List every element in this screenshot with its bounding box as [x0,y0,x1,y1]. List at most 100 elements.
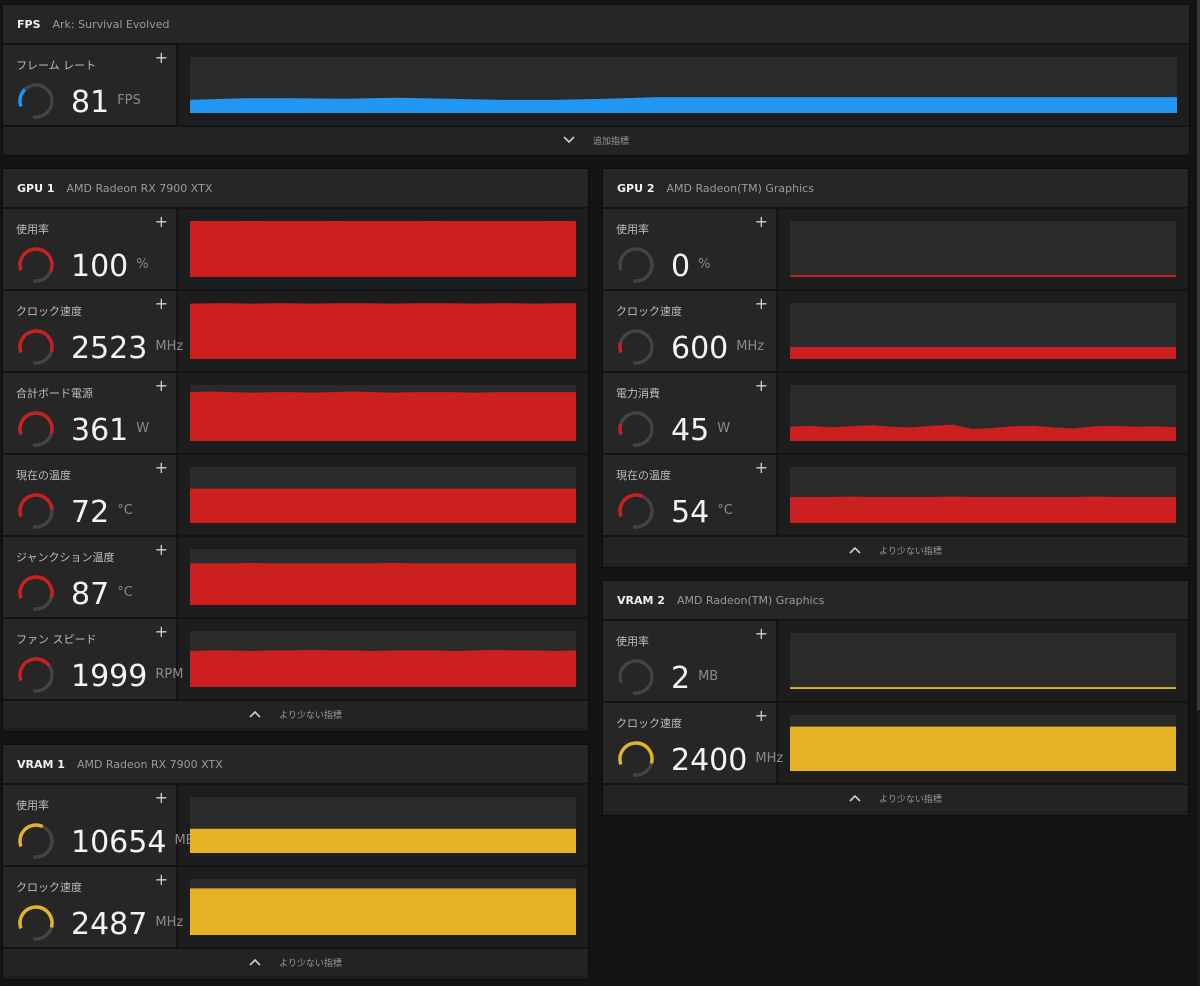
gauge-fill [18,329,54,354]
gauge-icon [618,247,654,283]
gauge-fill [618,424,623,436]
gauge-icon [618,411,654,447]
metric-value-wrap: 72 °C [71,491,133,533]
metric-value: 0 [671,249,691,284]
metric-value-wrap: 87 °C [71,573,133,615]
metric-label: 合計ボード電源 [16,387,93,400]
history-graph [190,385,576,441]
graph-area-series [190,651,576,687]
metric-value: 2 [671,661,691,696]
add-metric-icon[interactable]: + [154,788,168,807]
add-metric-icon[interactable]: + [154,870,168,889]
graph-svg [790,303,1176,359]
metric-unit: MHz [155,915,184,930]
add-metric-icon[interactable]: + [154,294,168,313]
metric-value: 54 [671,495,710,530]
metric-unit: MHz [155,339,184,354]
gauge-fill [18,657,51,682]
metric-tile: 合計ボード電源 +361 W [3,373,178,453]
metric-row: 使用率 +100% [3,209,588,291]
graph-area-series [790,425,1176,441]
graph-svg [190,221,576,277]
metric-label: ジャンクション温度 [16,551,115,564]
fewer-metrics-toggle[interactable]: より少ない指標 [3,949,588,975]
gauge-track [618,329,654,365]
metric-label: 現在の温度 [16,469,71,482]
gauge-icon [18,657,54,693]
metric-value-wrap: 2487 MHz [71,903,183,945]
add-metric-icon[interactable]: + [154,376,168,395]
metric-row: クロック速度 +2400 MHz [603,703,1188,785]
graph-area [778,621,1188,701]
gauge-fill [18,575,54,600]
scrollbar-thumb[interactable] [1197,0,1200,710]
graph-svg [190,303,576,359]
metric-unit: % [698,257,711,272]
graph-svg [790,715,1176,771]
metric-list: 使用率 +100% クロック速度 +2523 MHz 合計ボード電源 +361 W 現在の温度 +… [3,209,588,701]
metric-value-wrap: 1999 RPM [71,655,183,697]
graph-area [778,209,1188,289]
panel-title: VRAM 1 [17,757,65,771]
more-metrics-toggle[interactable]: 追加指標 [3,127,1189,153]
metric-tile: 電力消費 +45 W [603,373,778,453]
graph-svg [190,549,576,605]
add-metric-icon[interactable]: + [154,540,168,559]
graph-svg [190,57,1177,113]
add-metric-icon[interactable]: + [154,458,168,477]
history-graph [190,631,576,687]
metric-unit: °C [117,585,133,600]
metric-row: 合計ボード電源 +361 W [3,373,588,455]
fewer-metrics-toggle[interactable]: より少ない指標 [3,701,588,727]
add-metric-icon[interactable]: + [754,624,768,643]
gauge-fill [18,88,27,108]
metric-value-wrap: 81 FPS [71,81,141,123]
gauge-fill [18,247,54,273]
add-metric-icon[interactable]: + [154,48,168,67]
graph-area [178,537,588,617]
metric-label: 使用率 [616,635,649,648]
panel-subtitle: Ark: Survival Evolved [52,17,170,31]
metric-label: クロック速度 [616,305,682,318]
add-metric-icon[interactable]: + [154,622,168,641]
metric-label: 使用率 [16,799,49,812]
graph-svg [190,467,576,523]
add-metric-icon[interactable]: + [754,458,768,477]
graph-area [178,619,588,699]
fewer-metrics-toggle[interactable]: より少ない指標 [603,537,1188,563]
metric-value: 45 [671,413,710,448]
metric-list: 使用率 +0% クロック速度 +600 MHz 電力消費 +45 W 現在の温度 +54 °C [603,209,1188,537]
fewer-metrics-toggle[interactable]: より少ない指標 [603,785,1188,811]
graph-area [778,373,1188,453]
scrollbar-track[interactable] [1197,0,1200,986]
panel-title: GPU 2 [617,181,655,195]
gpu2-panel-header: GPU 2 AMD Radeon(TM) Graphics [603,169,1188,209]
metric-unit: RPM [155,667,184,682]
gauge-icon [18,329,54,365]
metric-row: クロック速度 +600 MHz [603,291,1188,373]
add-metric-icon[interactable]: + [754,212,768,231]
add-metric-icon[interactable]: + [754,706,768,725]
gauge-icon [18,905,54,941]
history-graph [190,221,576,277]
gauge-icon [618,659,654,695]
add-metric-icon[interactable]: + [754,376,768,395]
graph-svg [790,385,1176,441]
gauge-fill [618,493,644,518]
metric-value: 361 [71,413,129,448]
add-metric-icon[interactable]: + [754,294,768,313]
footer-label: より少ない指標 [879,546,942,557]
metric-list: フレーム レート +81 FPS [3,45,1189,127]
add-metric-icon[interactable]: + [154,212,168,231]
graph-svg [790,467,1176,523]
footer-label: より少ない指標 [279,958,342,969]
metric-value-wrap: 2523 MHz [71,327,183,369]
gpu2-panel: GPU 2 AMD Radeon(TM) Graphics 使用率 +0% クロック… [602,168,1189,568]
metric-label: クロック速度 [616,717,682,730]
graph-area-series [190,392,576,441]
graph-area [178,209,588,289]
metric-label: クロック速度 [16,305,82,318]
panel-title: VRAM 2 [617,593,665,607]
metric-unit: MB [698,669,719,684]
metric-value-wrap: 600 MHz [671,327,764,369]
